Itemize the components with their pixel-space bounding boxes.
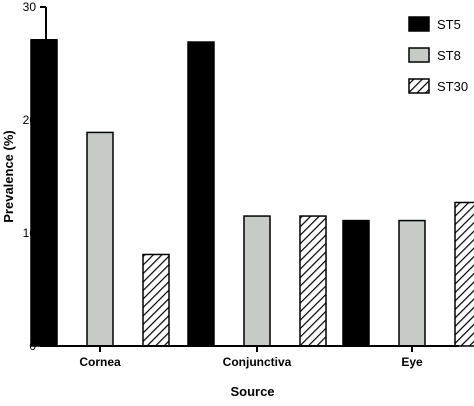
bar-st8-cornea <box>86 131 114 347</box>
bar-st5-conjunctiva <box>187 41 215 347</box>
legend-label-st8: ST8 <box>437 48 461 63</box>
legend-swatch-st5 <box>408 16 430 32</box>
x-axis-title: Source <box>230 384 274 399</box>
bar-st30-eye <box>454 201 474 347</box>
legend-swatch-st30 <box>408 78 430 94</box>
y-tick-label: 20 <box>23 113 37 127</box>
bar-st5-eye <box>342 219 370 347</box>
bar-st8-eye <box>398 219 426 347</box>
legend-label-st30: ST30 <box>437 79 468 94</box>
bar-st5-cornea <box>30 39 58 347</box>
x-tick-label-eye: Eye <box>401 355 423 369</box>
x-tick-label-cornea: Cornea <box>79 355 121 369</box>
y-tick-label: 30 <box>23 0 37 14</box>
y-tick-label: 10 <box>23 226 37 240</box>
y-axis-ticks: 0 10 20 30 <box>23 0 46 353</box>
x-tick-label-conjunctiva: Conjunctiva <box>223 355 292 369</box>
bar-st8-conjunctiva <box>243 215 271 347</box>
bar-st30-cornea <box>142 253 170 347</box>
bars <box>30 39 474 347</box>
bar-st30-conjunctiva <box>299 215 327 347</box>
y-axis-title: Prevalence (%) <box>1 130 16 223</box>
x-axis-ticks: Cornea Conjunctiva Eye <box>79 346 423 369</box>
legend: ST5 ST8 ST30 <box>408 16 468 94</box>
legend-swatch-st8 <box>408 47 430 63</box>
legend-label-st5: ST5 <box>437 17 461 32</box>
y-tick-label: 0 <box>29 339 36 353</box>
